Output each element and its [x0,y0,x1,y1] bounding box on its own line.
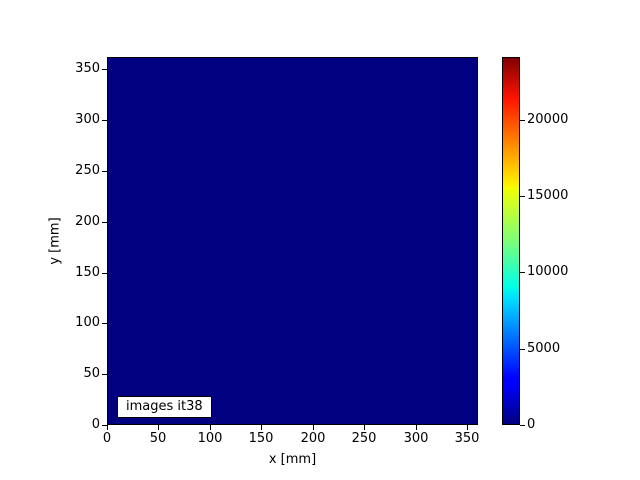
colorbar-tick-label: 5000 [527,341,561,356]
x-tick-label: 250 [351,431,377,446]
x-tick-label: 0 [102,431,112,446]
y-tick-mark [102,425,107,426]
colorbar-tick-label: 0 [527,417,536,432]
x-tick-label: 200 [300,431,326,446]
y-tick-mark [102,171,107,172]
y-tick-mark [102,323,107,324]
y-tick-label: 100 [75,315,100,330]
x-tick-mark [158,425,159,430]
y-tick-label: 300 [75,112,100,127]
y-tick-label: 350 [75,61,100,76]
x-tick-mark [416,425,417,430]
heatmap [107,57,478,425]
colorbar-tick-mark [520,349,525,350]
x-tick-mark [364,425,365,430]
x-tick-mark [107,425,108,430]
y-tick-mark [102,273,107,274]
colorbar-tick-mark [520,272,525,273]
y-tick-label: 50 [83,366,100,381]
y-tick-mark [102,374,107,375]
x-tick-label: 150 [248,431,274,446]
y-tick-label: 0 [91,417,100,432]
colorbar-tick-label: 15000 [527,188,569,203]
y-tick-label: 250 [75,163,100,178]
colorbar-tick-mark [520,196,525,197]
y-tick-mark [102,222,107,223]
colorbar-tick-mark [520,425,525,426]
colorbar [502,57,520,425]
x-tick-label: 350 [454,431,480,446]
y-tick-mark [102,120,107,121]
y-tick-label: 200 [75,214,100,229]
x-tick-label: 50 [149,431,167,446]
annotation-box: images it38 [117,396,212,418]
y-tick-mark [102,69,107,70]
y-axis-label: y [mm] [47,217,63,265]
colorbar-tick-mark [520,120,525,121]
colorbar-tick-label: 10000 [527,264,569,279]
x-tick-mark [210,425,211,430]
colorbar-tick-label: 20000 [527,112,569,127]
y-tick-label: 150 [75,265,100,280]
x-tick-label: 100 [197,431,223,446]
x-tick-mark [261,425,262,430]
x-tick-mark [467,425,468,430]
x-tick-label: 300 [403,431,429,446]
x-axis-label: x [mm] [268,452,317,467]
x-tick-mark [313,425,314,430]
